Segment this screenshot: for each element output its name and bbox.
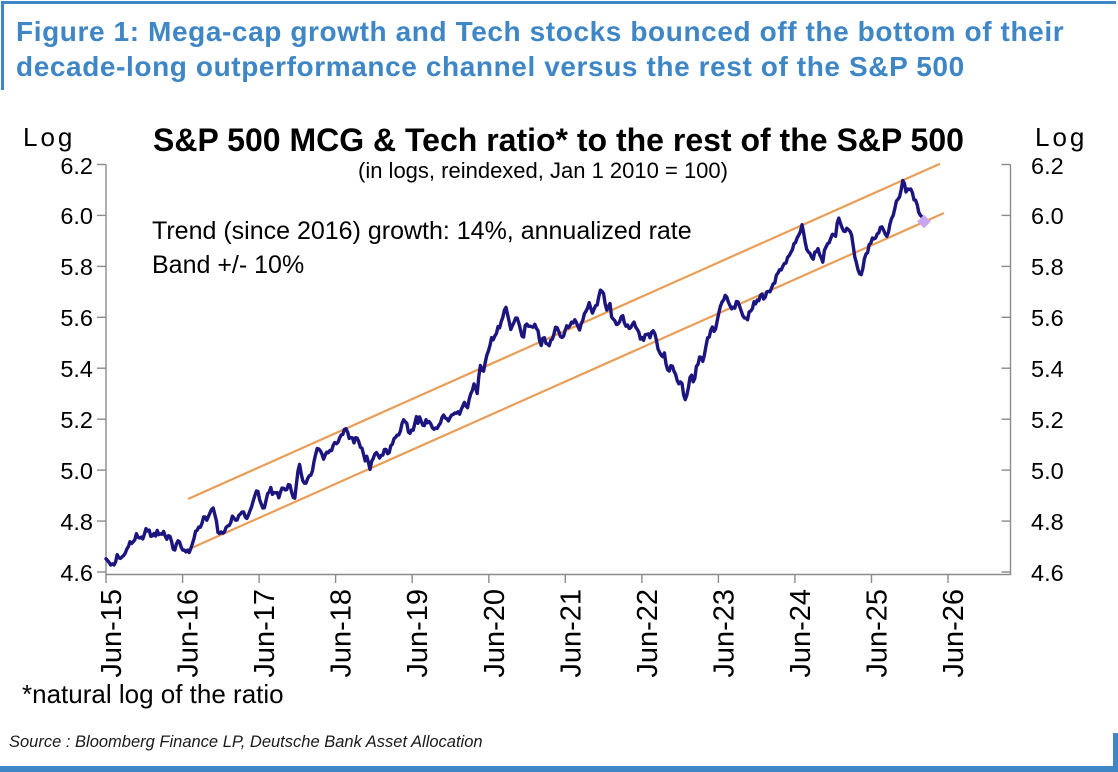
svg-text:Jun-15: Jun-15	[96, 589, 128, 678]
svg-text:Jun-25: Jun-25	[862, 589, 894, 678]
svg-text:Jun-18: Jun-18	[326, 589, 358, 678]
svg-text:Jun-26: Jun-26	[938, 589, 970, 678]
svg-text:Jun-23: Jun-23	[708, 589, 740, 678]
svg-text:Jun-21: Jun-21	[555, 589, 587, 678]
svg-text:Jun-24: Jun-24	[785, 589, 817, 678]
svg-text:Jun-20: Jun-20	[479, 589, 511, 678]
svg-text:Jun-17: Jun-17	[249, 589, 281, 678]
svg-text:Jun-19: Jun-19	[402, 589, 434, 678]
svg-text:Jun-16: Jun-16	[173, 589, 205, 678]
svg-text:Jun-22: Jun-22	[632, 589, 664, 678]
